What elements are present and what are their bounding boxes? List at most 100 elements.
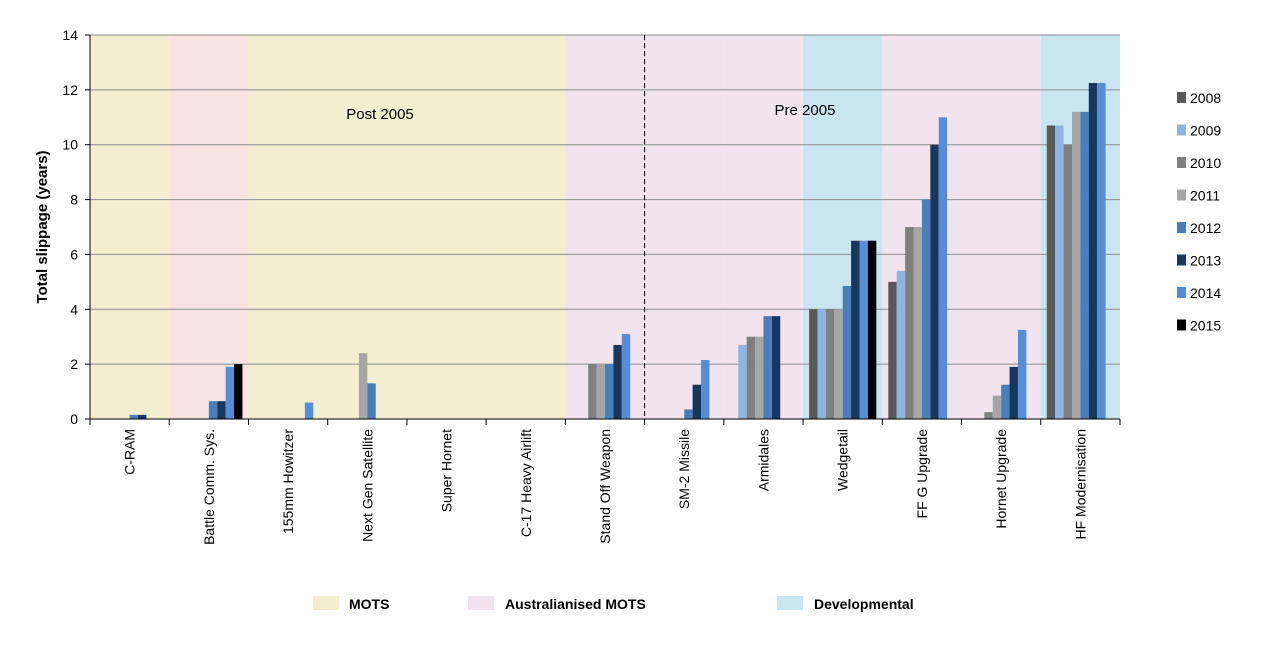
bars: [129, 83, 1106, 420]
bar-2013: [217, 401, 226, 419]
bar-2012: [129, 414, 139, 419]
bar-2014: [225, 366, 235, 419]
bar-2011: [913, 227, 922, 419]
x-tick-label: HF Modernisation: [1072, 429, 1088, 540]
bar-2014: [701, 360, 710, 419]
bar-2009: [817, 309, 826, 419]
bar-2013: [138, 414, 147, 419]
legend-label-2012: 2012: [1190, 220, 1221, 236]
category-legend-label-aus: Australianised MOTS: [505, 596, 646, 612]
category-backgrounds: [90, 35, 1120, 419]
category-band: [169, 35, 249, 419]
category-band: [90, 35, 170, 419]
bar-2010: [588, 364, 597, 419]
legend: 2008 2009 2010 2011 2012 2013 2014 2015: [1177, 90, 1221, 334]
legend-swatch-2015: [1177, 319, 1186, 331]
x-tick-label: Wedgetail: [835, 429, 851, 491]
bar-2011: [1071, 111, 1081, 420]
bar-2013: [692, 384, 702, 419]
bar-2011: [992, 395, 1002, 419]
bar-2009: [896, 270, 906, 419]
category-band: [565, 35, 645, 419]
legend-swatch-2011: [1177, 189, 1186, 201]
bar-2013: [771, 316, 781, 419]
period-label-post-2005: Post 2005: [346, 106, 414, 123]
bar-2012: [1080, 111, 1089, 420]
x-tick-label: C-17 Heavy Airlift: [518, 429, 534, 537]
x-tick-label: 155mm Howitzer: [280, 429, 296, 534]
bar-2010: [825, 309, 835, 419]
bar-2015: [234, 364, 243, 419]
bar-2014: [1017, 329, 1027, 419]
axes: 0 2 4 6 8 10 12 14 C-RAM Battle Comm. Sys. 155mm H…: [62, 27, 1121, 545]
legend-label-2014: 2014: [1190, 285, 1221, 301]
bar-2008: [809, 309, 818, 419]
bar-2012: [921, 199, 931, 419]
legend-label-2009: 2009: [1190, 123, 1221, 139]
y-tick-label: 10: [62, 137, 78, 153]
bar-2014: [621, 333, 631, 419]
y-tick-label: 2: [70, 356, 78, 372]
category-band: [327, 35, 407, 419]
bar-2010: [905, 227, 914, 419]
bar-2012: [763, 316, 772, 419]
legend-label-2015: 2015: [1190, 318, 1221, 334]
category-band: [486, 35, 566, 419]
x-tick-label: Super Hornet: [439, 429, 455, 512]
legend-label-2013: 2013: [1190, 253, 1221, 269]
category-band: [406, 35, 487, 419]
y-tick-label: 0: [70, 411, 78, 427]
period-label-pre-2005: Pre 2005: [775, 102, 836, 119]
bar-2012: [684, 409, 693, 419]
x-tick-label: Stand Off Weapon: [597, 429, 613, 544]
bar-2013: [1009, 366, 1018, 419]
bar-2012: [367, 383, 376, 419]
legend-swatch-2012: [1177, 222, 1186, 233]
y-tick-label: 8: [70, 192, 78, 208]
y-tick-label: 4: [70, 301, 78, 317]
category-legend-swatch-mots: [313, 596, 339, 610]
bar-2011: [358, 353, 368, 419]
x-tick-label: FF G Upgrade: [914, 429, 930, 519]
bar-2013: [1088, 83, 1098, 419]
bar-2013: [851, 240, 860, 419]
category-band: [248, 35, 328, 419]
x-tick-label: Armidales: [755, 429, 771, 491]
y-tick-label: 6: [70, 246, 78, 262]
bar-2008: [1046, 125, 1056, 419]
bar-2011: [834, 309, 843, 419]
x-tick-label: SM-2 Missile: [676, 429, 692, 509]
bar-2009: [1055, 125, 1064, 419]
bar-2010: [746, 336, 756, 419]
legend-label-2011: 2011: [1190, 188, 1220, 204]
bar-2015: [867, 240, 877, 419]
bar-2008: [888, 281, 897, 419]
category-legend-swatch-dev: [777, 596, 803, 610]
legend-swatch-2009: [1177, 124, 1186, 136]
bar-2013: [930, 144, 939, 419]
bar-2010: [984, 412, 993, 419]
x-tick-label: Battle Comm. Sys.: [201, 429, 217, 545]
x-tick-label: Hornet Upgrade: [993, 429, 1009, 529]
legend-label-2008: 2008: [1190, 90, 1221, 106]
bar-2014: [304, 402, 314, 419]
y-tick-label: 14: [62, 27, 78, 43]
bar-2014: [938, 117, 948, 420]
bar-2012: [208, 401, 218, 419]
legend-swatch-2014: [1177, 287, 1186, 298]
category-band: [961, 35, 1041, 419]
legend-swatch-2008: [1177, 92, 1186, 103]
category-type-legend: MOTS Australianised MOTS Developmental: [313, 596, 914, 612]
x-tick-label: Next Gen Satellite: [359, 429, 375, 542]
legend-label-2010: 2010: [1190, 155, 1221, 171]
x-tick-label: C-RAM: [122, 429, 138, 475]
bar-2012: [1001, 384, 1010, 419]
y-tick-label: 12: [62, 82, 78, 98]
bar-2010: [1063, 144, 1072, 419]
bar-2012: [605, 364, 614, 419]
bar-2011: [755, 336, 764, 419]
category-legend-label-dev: Developmental: [814, 596, 914, 612]
bar-2012: [842, 285, 852, 419]
